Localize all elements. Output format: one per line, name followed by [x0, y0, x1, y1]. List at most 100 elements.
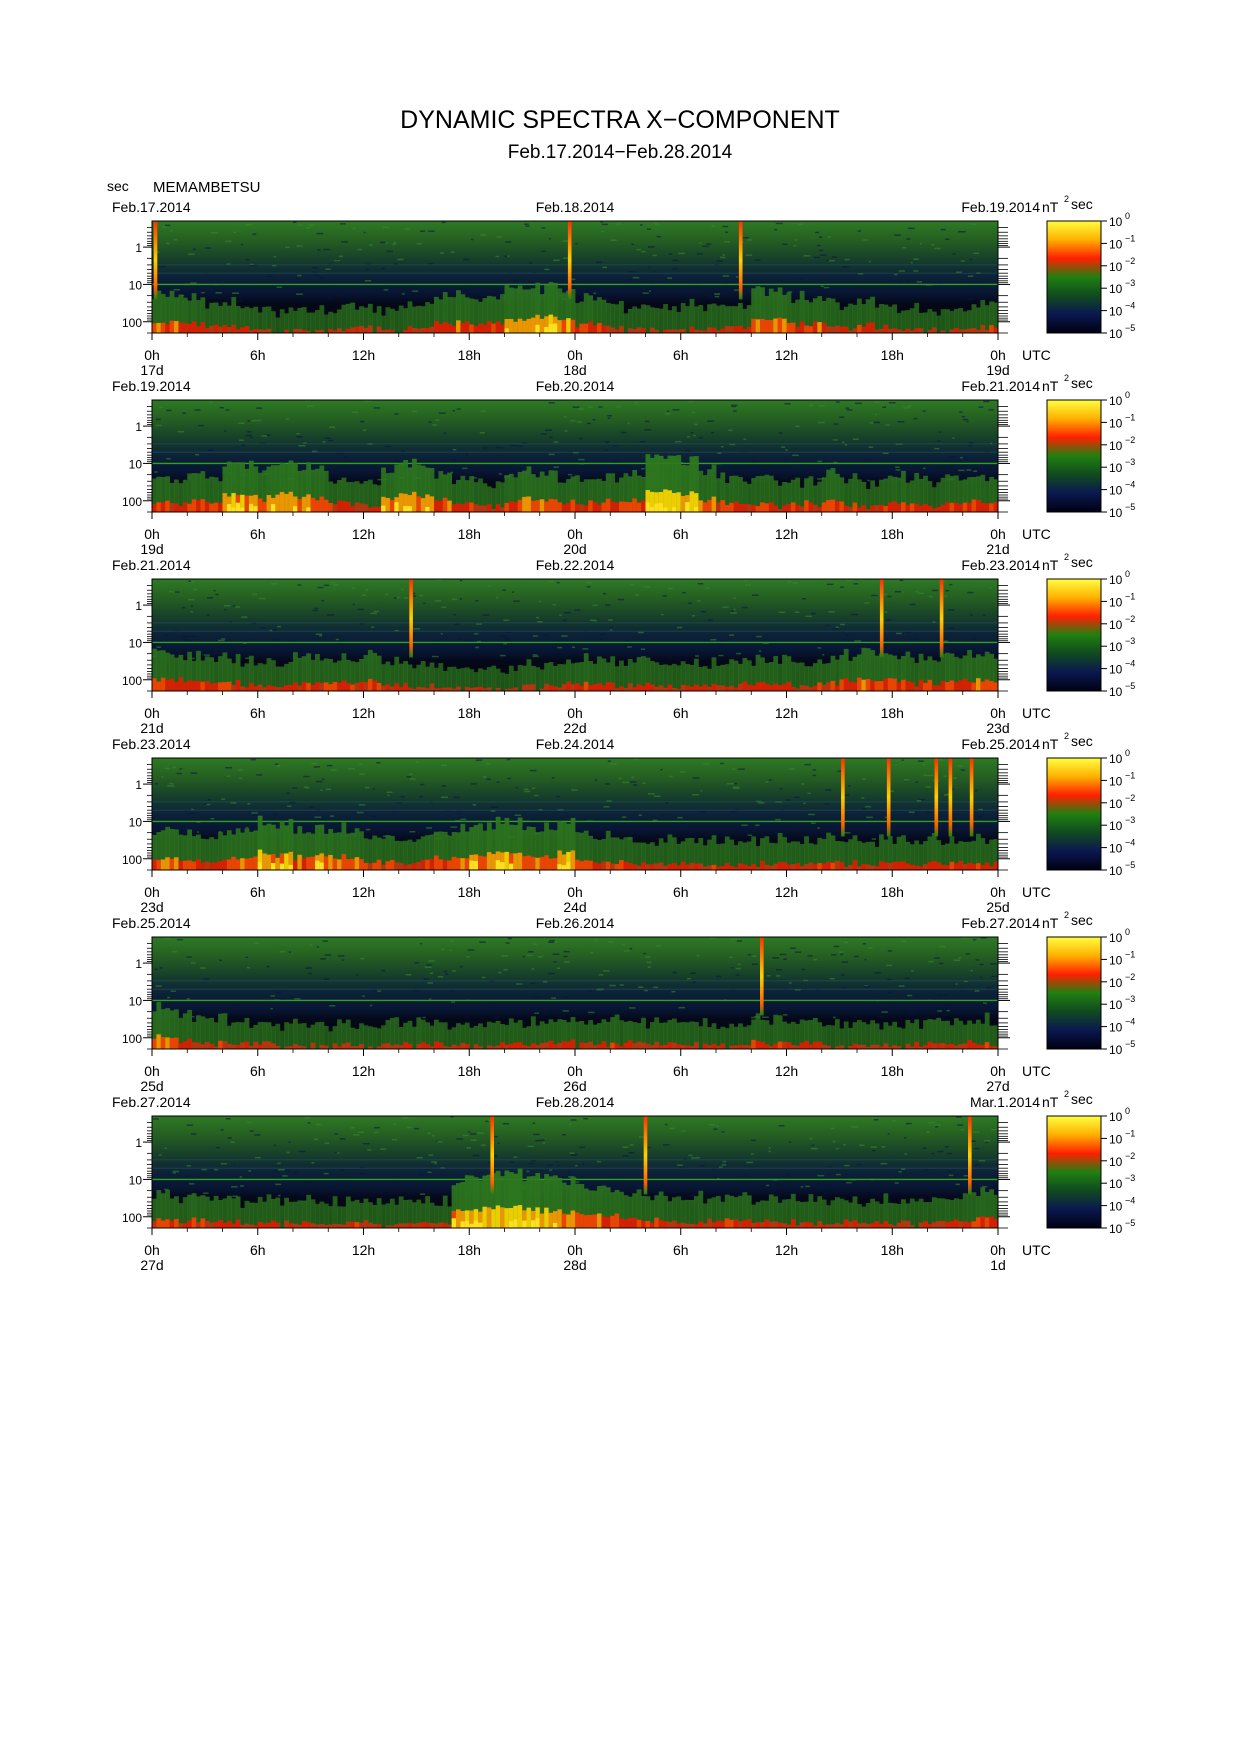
- activity-cell: [636, 657, 642, 691]
- activity-hot-cell: [196, 500, 201, 512]
- activity-hot-cell: [619, 686, 624, 691]
- activity-cell: [187, 1194, 193, 1228]
- x-tick-label: 18h: [458, 884, 481, 900]
- activity-cell: [460, 668, 466, 691]
- texture-speck: [521, 442, 528, 444]
- activity-hot-cell: [958, 860, 964, 870]
- activity-cell: [337, 832, 342, 870]
- texture-speck: [373, 610, 379, 613]
- activity-cell: [949, 1025, 955, 1049]
- texture-speck: [692, 411, 696, 414]
- activity-cell: [570, 817, 576, 870]
- activity-cell: [773, 291, 779, 333]
- texture-speck: [603, 806, 610, 808]
- texture-speck: [163, 634, 169, 637]
- texture-speck: [507, 777, 512, 780]
- activity-cell: [901, 655, 906, 691]
- texture-speck: [983, 1002, 987, 1004]
- activity-cell: [473, 482, 479, 512]
- activity-cell: [834, 1197, 840, 1228]
- texture-speck: [983, 400, 990, 403]
- activity-hot-cell: [826, 861, 831, 870]
- activity-hot-cell: [795, 1225, 801, 1228]
- activity-cell: [861, 1022, 867, 1049]
- activity-hot-cell: [407, 864, 413, 870]
- activity-hot-cell: [632, 1043, 638, 1049]
- texture-speck: [296, 293, 303, 295]
- activity-hot-cell: [416, 1044, 422, 1049]
- activity-hot-cell: [473, 325, 479, 333]
- texture-speck: [638, 814, 642, 817]
- texture-speck: [737, 963, 741, 965]
- texture-speck: [934, 447, 940, 450]
- activity-cell: [341, 822, 347, 870]
- texture-speck: [377, 478, 383, 481]
- texture-speck: [419, 594, 423, 597]
- activity-peak-cell: [319, 862, 325, 870]
- activity-cell: [575, 1021, 580, 1049]
- transient-event-streak: [968, 1116, 972, 1195]
- activity-cell: [570, 1017, 576, 1049]
- texture-speck: [789, 1001, 792, 1003]
- texture-speck: [496, 236, 502, 238]
- activity-cell: [381, 838, 386, 870]
- activity-hot-cell: [257, 498, 263, 512]
- colorbar-unit-suffix: sec: [1071, 912, 1093, 928]
- activity-hot-cell: [627, 328, 633, 333]
- texture-speck: [844, 1164, 850, 1167]
- activity-hot-cell: [799, 866, 805, 870]
- activity-hot-cell: [887, 678, 893, 691]
- panel-mid-date: Feb.22.2014: [536, 557, 615, 573]
- activity-cell: [319, 660, 325, 691]
- texture-speck: [335, 638, 339, 641]
- colorbar-tick-exponent: −3: [1125, 457, 1135, 467]
- activity-hot-cell: [315, 1224, 320, 1228]
- texture-speck: [340, 223, 346, 225]
- activity-hot-cell: [641, 1220, 646, 1228]
- activity-hot-cell: [623, 501, 629, 512]
- activity-cell: [967, 310, 972, 333]
- activity-cell: [984, 843, 990, 870]
- activity-hot-cell: [751, 1039, 757, 1049]
- texture-speck: [822, 654, 825, 656]
- activity-hot-cell: [605, 861, 611, 870]
- activity-hot-cell: [204, 1041, 210, 1049]
- activity-cell: [879, 479, 884, 512]
- texture-speck: [513, 280, 519, 282]
- texture-speck: [372, 788, 375, 790]
- texture-speck: [973, 470, 977, 472]
- activity-hot-cell: [363, 862, 369, 870]
- activity-hot-cell: [724, 505, 730, 512]
- activity-cell: [253, 830, 259, 870]
- activity-cell: [182, 835, 188, 870]
- day-label: 17d: [140, 362, 163, 378]
- texture-speck: [190, 611, 193, 613]
- activity-cell: [834, 1019, 840, 1049]
- activity-hot-cell: [244, 1041, 250, 1049]
- texture-speck: [936, 994, 942, 997]
- activity-hot-cell: [923, 504, 928, 512]
- texture-speck: [608, 619, 613, 621]
- activity-cell: [491, 488, 497, 512]
- activity-hot-cell: [936, 506, 942, 512]
- activity-cell: [561, 292, 567, 333]
- texture-speck: [303, 786, 309, 788]
- texture-speck: [522, 955, 525, 958]
- activity-hot-cell: [857, 677, 862, 691]
- texture-speck: [207, 449, 215, 451]
- activity-hot-cell: [204, 681, 210, 691]
- activity-cell: [262, 825, 267, 870]
- activity-hot-cell: [984, 1217, 990, 1228]
- activity-cell: [508, 287, 514, 333]
- texture-speck: [155, 424, 162, 427]
- activity-cell: [971, 1192, 977, 1228]
- texture-speck: [395, 460, 401, 463]
- texture-speck: [622, 816, 627, 818]
- activity-cell: [698, 470, 704, 512]
- activity-hot-cell: [795, 1045, 801, 1049]
- activity-cell: [658, 665, 664, 691]
- activity-hot-cell: [341, 330, 347, 333]
- texture-speck: [359, 1172, 366, 1175]
- texture-speck: [817, 1174, 825, 1177]
